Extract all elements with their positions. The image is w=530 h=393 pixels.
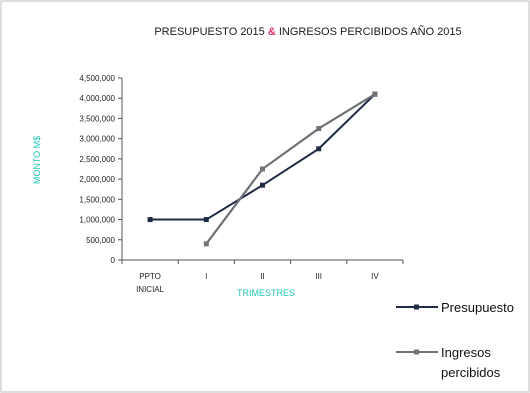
y-tick-label: 4,500,000 <box>79 74 115 83</box>
chart-title-part1: PRESUPUESTO 2015 <box>154 26 264 38</box>
y-tick-label: 500,000 <box>86 236 115 245</box>
chart-title: PRESUPUESTO 2015 & INGRESOS PERCIBIDOS A… <box>154 25 461 38</box>
data-point <box>147 217 153 223</box>
series-line-ingresos-percibidos <box>205 93 376 245</box>
data-point <box>316 146 322 152</box>
x-tick-label: III <box>315 272 322 281</box>
y-tick-label: 1,000,000 <box>79 216 115 225</box>
x-axis-label: TRIMESTRES <box>237 288 295 298</box>
legend-label: Presupuesto <box>441 300 514 315</box>
x-tick-label: II <box>260 272 264 281</box>
legend-marker <box>414 349 419 355</box>
y-tick-label: 1,500,000 <box>79 195 115 204</box>
x-tick-label: PPTO INICIAL <box>136 272 165 294</box>
data-point <box>203 217 209 223</box>
data-point <box>260 182 265 188</box>
data-point <box>372 91 378 97</box>
series-lines <box>147 91 378 247</box>
chart-title-amp: & <box>268 26 276 38</box>
data-point <box>203 241 209 247</box>
y-tick-label: 3,000,000 <box>79 135 115 144</box>
y-tick-label: 2,000,000 <box>79 175 115 184</box>
axes <box>118 77 404 264</box>
x-tick-label: IV <box>371 272 379 281</box>
legend: Presupuesto Ingresos percibidos <box>396 300 514 380</box>
legend-label: Ingresos percibidos <box>441 345 501 380</box>
y-tick-label: 2,500,000 <box>79 155 115 164</box>
data-point <box>260 166 265 172</box>
chart-title-part2: INGRESOS PERCIBIDOS AÑO 2015 <box>279 25 462 38</box>
x-tick-label: I <box>205 272 207 281</box>
y-tick-label: 4,000,000 <box>79 94 115 103</box>
data-point <box>316 126 322 132</box>
legend-marker <box>414 304 419 310</box>
y-tick-labels: 0 500,000 1,000,000 1,500,000 2,000,000 2,500… <box>79 74 115 265</box>
y-tick-label: 3,500,000 <box>79 114 115 123</box>
y-tick-label: 0 <box>111 256 116 265</box>
y-axis-label: MONTO M$ <box>32 136 42 184</box>
